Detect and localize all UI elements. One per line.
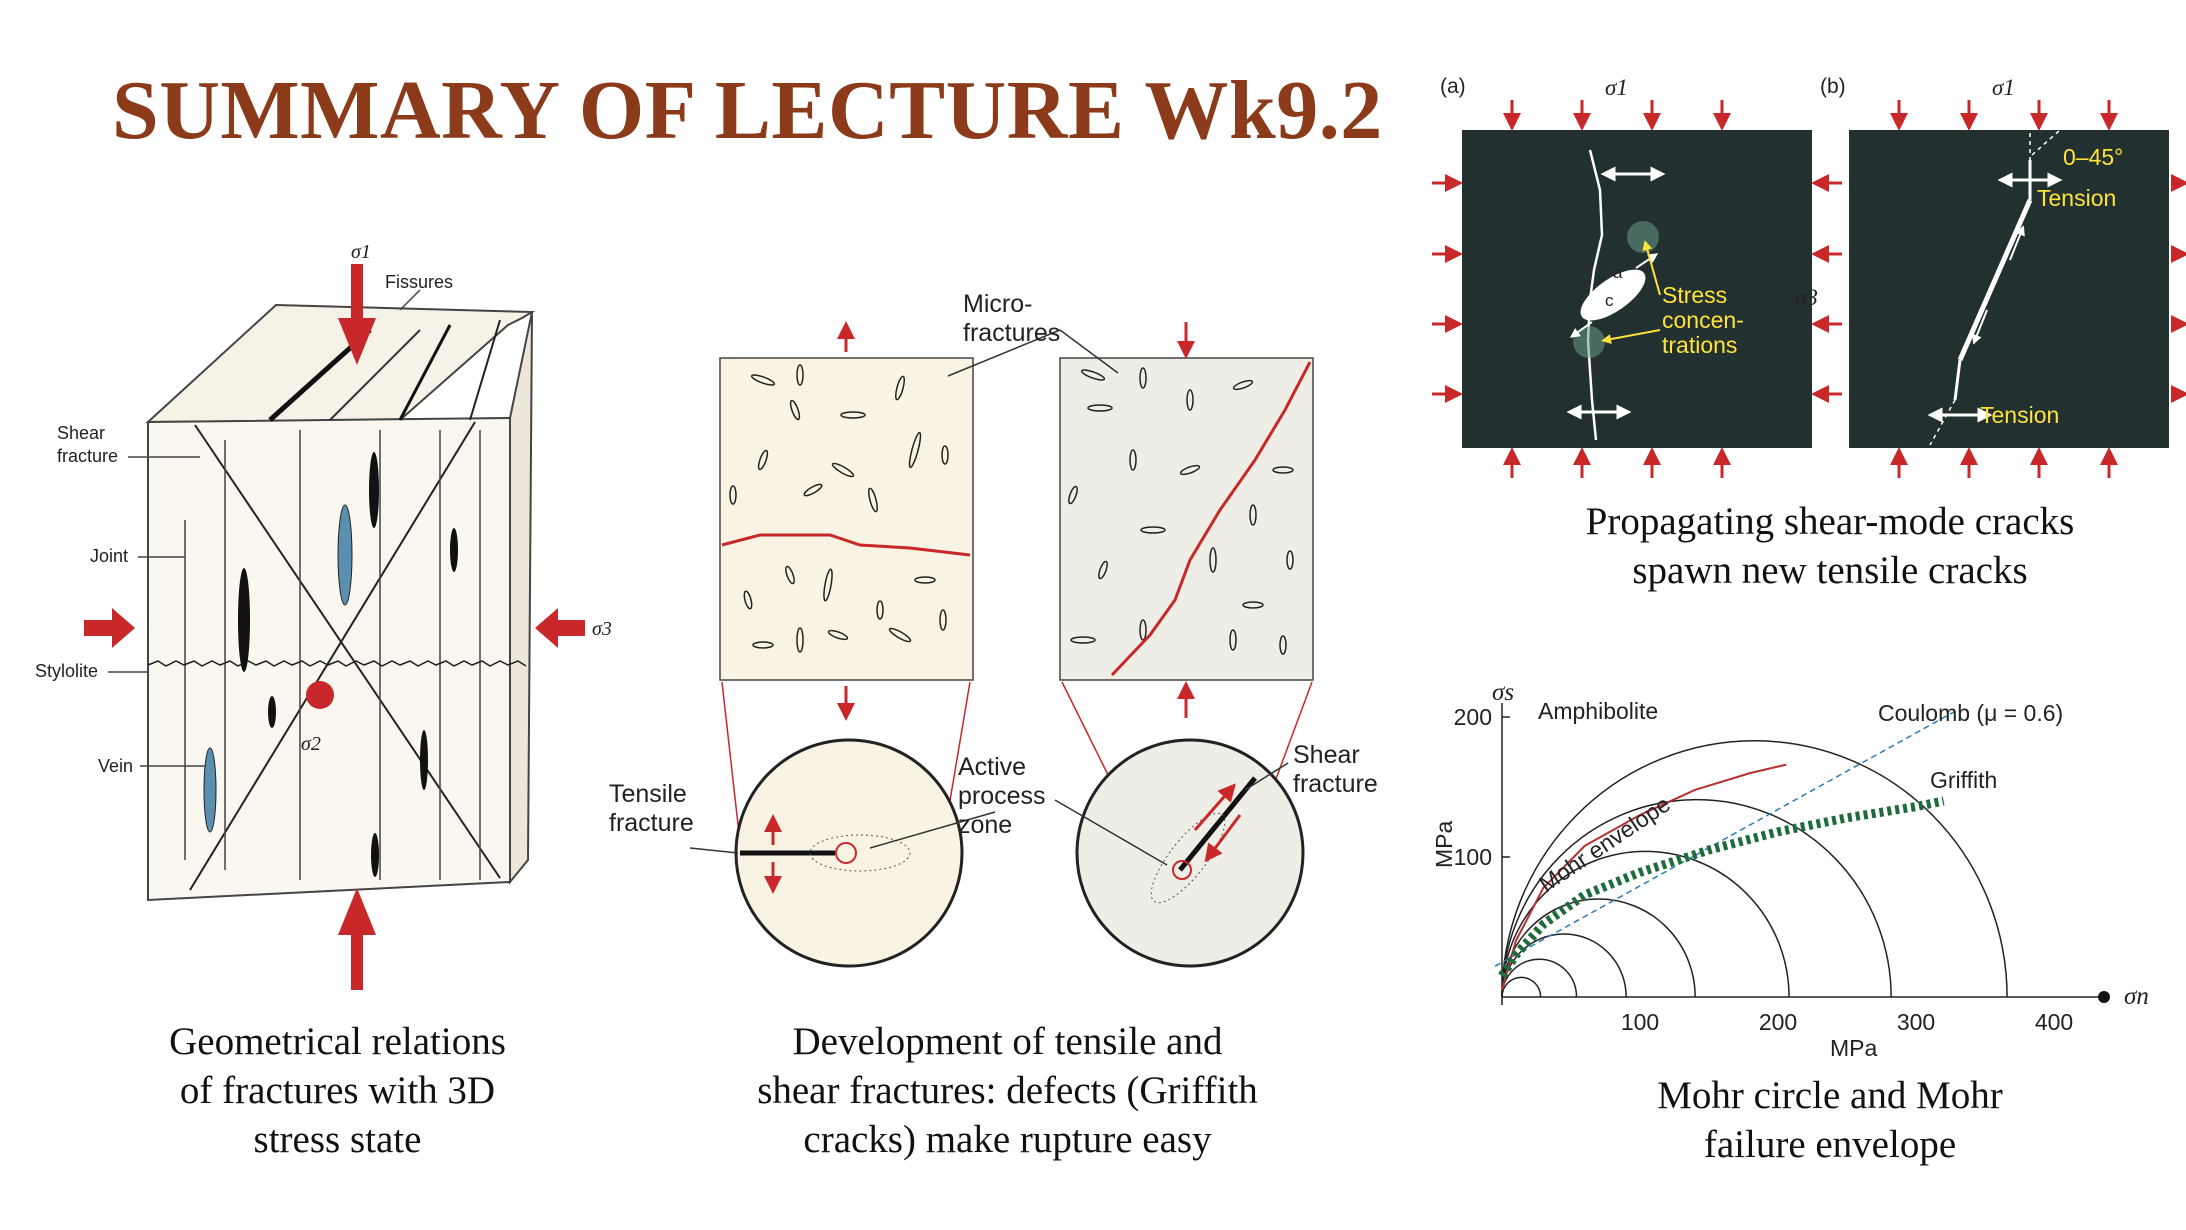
shear-fracture-2 xyxy=(189,421,476,891)
tensile-panel xyxy=(719,357,974,681)
sigma-n-dot xyxy=(2098,991,2110,1003)
panel-b-label: (b) xyxy=(1820,75,1846,98)
mohr-circle-1 xyxy=(1501,976,1542,998)
fig1-sigma3-label: σ3 xyxy=(592,618,612,640)
shear-label-2: fracture xyxy=(57,446,118,466)
active-label-2: process xyxy=(958,782,1046,810)
fig2-caption-line3: cracks) make rupture easy xyxy=(803,1118,1212,1161)
fig3-caption: Propagating shear-mode cracks spawn new … xyxy=(1520,497,2140,595)
ellipse-a-label: a xyxy=(1613,263,1623,282)
mohr-circle-3 xyxy=(1501,933,1627,998)
stylolite-label: Stylolite xyxy=(35,661,98,681)
sigma1-arrow xyxy=(338,264,376,365)
shear-zoom-circle xyxy=(1075,738,1305,968)
shear-fracture-path xyxy=(1110,361,1312,677)
x-tick-label: 400 xyxy=(2035,1009,2073,1035)
fig2-caption-line2: shear fractures: defects (Griffith xyxy=(757,1069,1258,1112)
joint-label: Joint xyxy=(90,546,128,566)
griffith-crack-ellipse xyxy=(1580,269,1646,321)
shear-crack-figure xyxy=(1432,100,2186,478)
envelope-label: Mohr envelope xyxy=(1534,791,1675,898)
page-title: SUMMARY OF LECTURE Wk9.2 xyxy=(112,64,1383,157)
shear-fig2-label-1: Shear xyxy=(1293,741,1360,769)
active-label-1: Active xyxy=(958,753,1026,781)
mohr-circle-6 xyxy=(1501,798,1892,998)
fig1-caption-line1: Geometrical relations xyxy=(169,1020,506,1063)
mohr-circle-7 xyxy=(1501,740,2008,998)
x-tick-label: 300 xyxy=(1897,1009,1935,1035)
stress-label-2: concen- xyxy=(1662,307,1744,333)
fig1-caption-line2: of fractures with 3D xyxy=(179,1069,496,1112)
sigma2-arrow xyxy=(306,681,334,709)
sigma-s-label: σs xyxy=(1492,679,1514,706)
coulomb-line xyxy=(1494,709,1958,967)
tension-bottom-label: Tension xyxy=(1980,402,2059,428)
vein-label: Vein xyxy=(98,756,133,776)
angle-label: 0–45° xyxy=(2063,144,2123,170)
mohr-chart: 100 200 300 400 100 200 xyxy=(1454,703,2110,1035)
x-axis-label: MPa xyxy=(1830,1035,1878,1061)
stress-label-3: trations xyxy=(1662,332,1737,358)
fracture-block-figure xyxy=(84,264,585,990)
amphibolite-label: Amphibolite xyxy=(1538,698,1658,724)
fig4-caption-line1: Mohr circle and Mohr xyxy=(1657,1074,2003,1117)
shear-fracture-1 xyxy=(194,424,501,879)
griffith-label: Griffith xyxy=(1930,767,1997,793)
fig3-sigma1a-label: σ1 xyxy=(1605,75,1628,100)
shear-fig2-label-2: fracture xyxy=(1293,770,1378,798)
fig3-caption-line2: spawn new tensile cracks xyxy=(1632,549,2028,592)
panel-a-label: (a) xyxy=(1440,75,1466,98)
tensile-label-2: fracture xyxy=(609,809,694,837)
fig3-sigma1b-label: σ1 xyxy=(1992,75,2015,100)
fig1-caption-line3: stress state xyxy=(253,1118,422,1161)
active-label-3: zone xyxy=(958,811,1012,839)
sigma3-left-arrow xyxy=(84,608,135,648)
mohr-circle-5 xyxy=(1501,850,1790,998)
griffith-line xyxy=(1498,796,1945,979)
stress-label-1: Stress xyxy=(1662,282,1727,308)
fig3-caption-line1: Propagating shear-mode cracks xyxy=(1585,500,2075,543)
fig4-caption: Mohr circle and Mohr failure envelope xyxy=(1570,1071,2090,1169)
tension-top-label: Tension xyxy=(2037,185,2116,211)
micro-label-1: Micro- xyxy=(963,290,1032,318)
y-tick-label: 200 xyxy=(1454,704,1492,730)
x-tick-label: 200 xyxy=(1759,1009,1797,1035)
block-side-face xyxy=(509,311,533,885)
sigma1-bottom-arrow xyxy=(338,888,376,990)
mohr-envelope-line xyxy=(1501,763,1787,991)
dark-panel-b xyxy=(1849,130,2169,448)
ellipse-c-label: c xyxy=(1605,291,1614,310)
y-tick-label: 100 xyxy=(1454,844,1492,870)
coulomb-label: Coulomb (μ = 0.6) xyxy=(1878,700,2063,726)
griffith-figure xyxy=(689,321,1314,968)
vein-blue xyxy=(337,504,353,606)
fissures-label: Fissures xyxy=(385,272,453,292)
fig3-sigma3-label: σ3 xyxy=(1795,285,1818,310)
fig2-caption-line1: Development of tensile and xyxy=(792,1020,1223,1063)
stylolite-line xyxy=(147,660,527,667)
fig2-caption: Development of tensile and shear fractur… xyxy=(695,1017,1320,1164)
fig1-sigma2-label: σ2 xyxy=(301,733,321,755)
sigma-n-label: σn xyxy=(2124,983,2149,1010)
block-front-face xyxy=(147,416,511,902)
shear-panel xyxy=(1059,357,1314,681)
tensile-label-1: Tensile xyxy=(609,780,687,808)
micro-label-2: fractures xyxy=(963,319,1060,347)
x-tick-label: 100 xyxy=(1621,1009,1659,1035)
fig4-caption-line2: failure envelope xyxy=(1703,1123,1957,1166)
tensile-fracture-path xyxy=(721,533,971,557)
shear-label-1: Shear xyxy=(57,423,105,443)
y-axis-label: MPa xyxy=(1431,821,1457,869)
fig1-sigma1-label: σ1 xyxy=(351,241,371,263)
sigma3-right-arrow xyxy=(535,608,585,648)
fig1-caption: Geometrical relations of fractures with … xyxy=(120,1017,555,1164)
